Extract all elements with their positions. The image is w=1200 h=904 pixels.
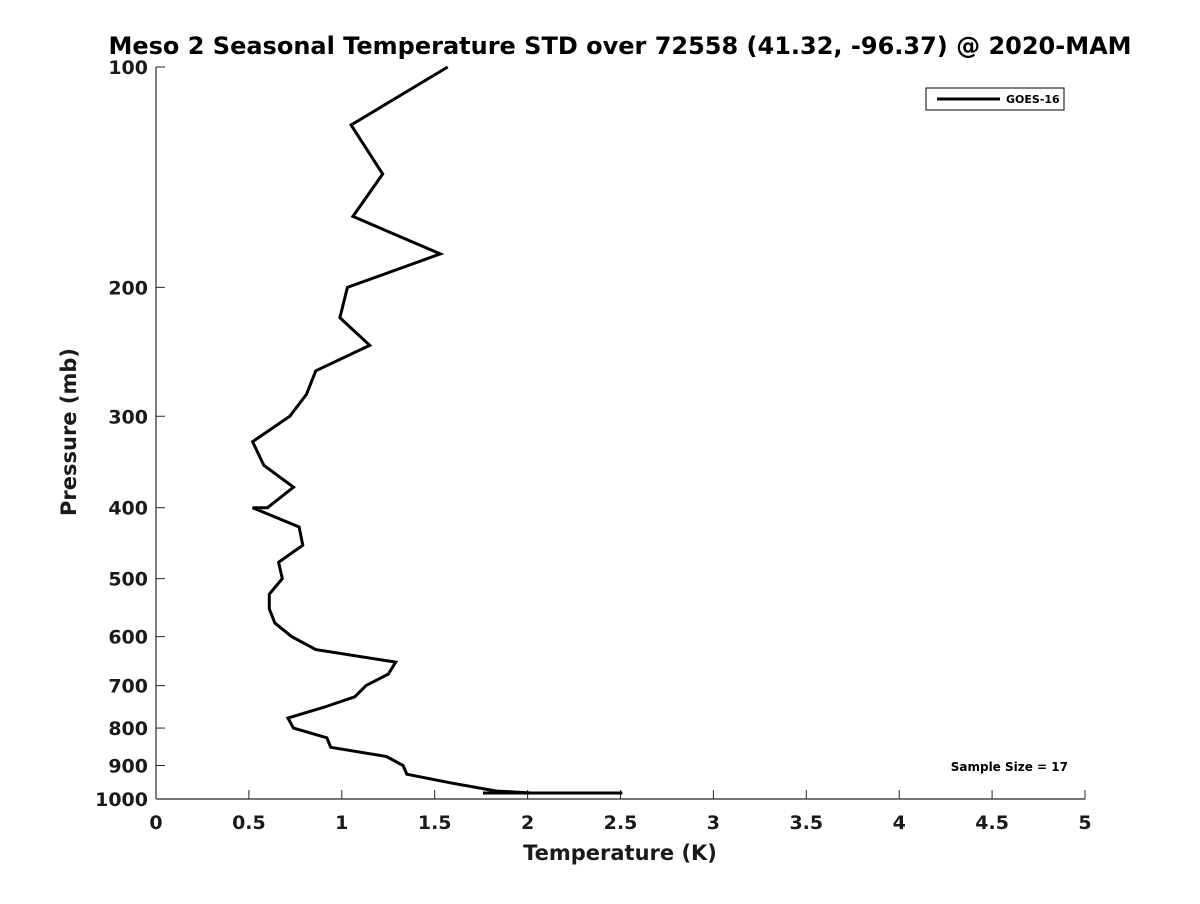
x-tick-label: 3 (707, 812, 720, 834)
x-tick-label: 2 (521, 812, 534, 834)
plot-area (156, 67, 1085, 799)
x-tick-label: 1 (335, 812, 348, 834)
y-axis-label: Pressure (mb) (57, 348, 81, 516)
y-tick-label: 600 (108, 627, 148, 649)
y-tick-label: 800 (108, 718, 148, 740)
y-tick-label: 300 (108, 406, 148, 428)
x-tick-label: 2.5 (604, 812, 638, 834)
y-tick-label: 100 (108, 57, 148, 79)
x-tick-label: 4 (893, 812, 906, 834)
sample-size-annotation: Sample Size = 17 (951, 760, 1068, 774)
y-tick-label: 700 (108, 676, 148, 698)
y-tick-label: 200 (108, 277, 148, 299)
legend-entry-goes-16: GOES-16 (1006, 93, 1060, 106)
x-tick-label: 1.5 (418, 812, 452, 834)
legend: GOES-16 (925, 87, 1065, 111)
x-tick-label: 3.5 (789, 812, 823, 834)
chart-title: Meso 2 Seasonal Temperature STD over 725… (108, 32, 1131, 60)
x-tick-label: 4.5 (975, 812, 1009, 834)
y-tick-label: 1000 (95, 789, 148, 811)
series-line-goes-16 (250, 65, 623, 795)
x-tick-label: 0.5 (232, 812, 266, 834)
x-axis-label: Temperature (K) (523, 841, 717, 865)
x-tick-label: 0 (149, 812, 162, 834)
y-tick-label: 500 (108, 569, 148, 591)
y-tick-label: 900 (108, 756, 148, 778)
y-tick-label: 400 (108, 498, 148, 520)
axes-layer: 0 0.5 1 1.5 2 2.5 3 3.5 4 4.5 5 100 200 300 400 500 600 7… (95, 57, 1092, 834)
series-layer (250, 65, 623, 795)
x-tick-label: 5 (1078, 812, 1091, 834)
